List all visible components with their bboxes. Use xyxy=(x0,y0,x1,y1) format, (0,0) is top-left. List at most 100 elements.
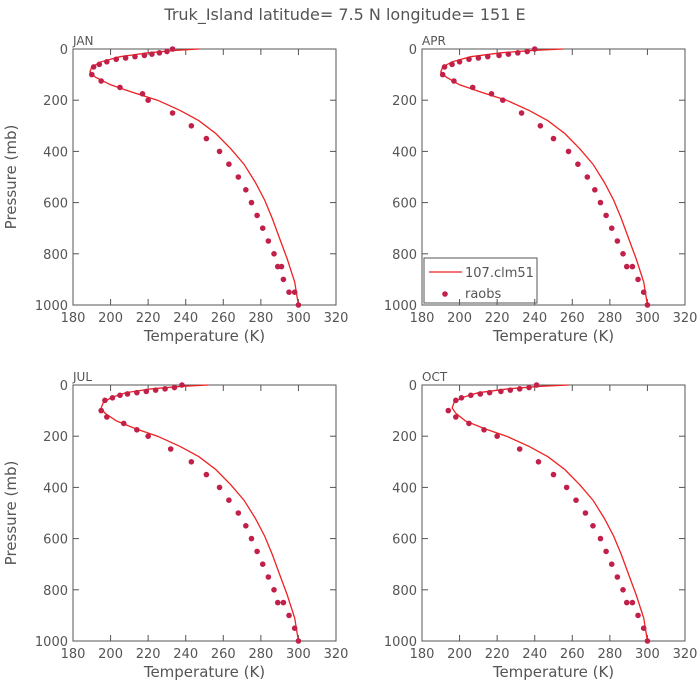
y-tick-label: 1000 xyxy=(384,635,417,650)
raobs-point xyxy=(88,71,95,78)
legend-entry-model: 107.clm51 xyxy=(465,266,534,281)
raobs-point xyxy=(167,446,174,452)
y-axis-label: Pressure (mb) xyxy=(2,461,20,566)
raobs-point xyxy=(164,48,170,55)
raobs-point xyxy=(644,638,651,644)
raobs-point xyxy=(488,91,495,97)
raobs-point xyxy=(603,548,609,555)
raobs-point xyxy=(623,263,630,270)
raobs-point xyxy=(104,414,110,420)
raobs-point xyxy=(620,587,626,593)
panel-apr: APR Temperature (K) 107.clm51 raobs 180 2… xyxy=(384,34,698,345)
raobs-point xyxy=(614,574,621,580)
raobs-point xyxy=(644,302,651,308)
raobs-point xyxy=(516,446,523,452)
y-tick-label: 200 xyxy=(392,430,417,445)
raobs-point xyxy=(439,71,446,78)
y-tick-label: 200 xyxy=(43,430,68,445)
raobs-point xyxy=(169,110,176,116)
raobs-point xyxy=(531,46,538,52)
raobs-point xyxy=(484,53,491,60)
x-tick-label: 240 xyxy=(522,311,547,326)
x-tick-label: 260 xyxy=(211,647,236,662)
raobs-point xyxy=(498,388,504,395)
raobs-point xyxy=(188,123,195,129)
raobs-point xyxy=(635,276,641,283)
raobs-point xyxy=(295,302,302,308)
x-tick-label: 200 xyxy=(447,647,472,662)
x-tick-label: 200 xyxy=(98,647,123,662)
raobs-point xyxy=(104,59,110,65)
x-tick-label: 280 xyxy=(597,311,622,326)
raobs-point xyxy=(265,238,272,244)
raobs-point xyxy=(518,110,525,116)
raobs-point xyxy=(550,135,557,142)
x-tick-label: 280 xyxy=(597,647,622,662)
raobs-point xyxy=(259,561,266,567)
plot-frame xyxy=(421,384,686,642)
y-tick-label: 400 xyxy=(43,481,68,496)
x-tick-label: 200 xyxy=(98,311,123,326)
raobs-point xyxy=(117,84,123,91)
raobs-point xyxy=(96,61,103,68)
y-tick-label: 0 xyxy=(409,379,417,394)
legend-entry-raobs: raobs xyxy=(465,287,502,302)
raobs-point xyxy=(629,599,636,606)
raobs-point xyxy=(441,64,448,70)
x-axis-label: Temperature (K) xyxy=(492,663,614,681)
raobs-point xyxy=(466,56,472,63)
raobs-point xyxy=(145,433,151,440)
raobs-point xyxy=(179,382,185,388)
y-tick-label: 400 xyxy=(392,145,417,160)
y-tick-label: 400 xyxy=(43,145,68,160)
raobs-point xyxy=(468,392,474,399)
raobs-point xyxy=(445,407,452,414)
y-tick-label: 1000 xyxy=(384,299,417,314)
x-tick-label: 220 xyxy=(485,311,510,326)
raobs-point xyxy=(286,289,292,296)
x-tick-label: 220 xyxy=(136,647,161,662)
raobs-point xyxy=(248,535,255,542)
y-tick-label: 600 xyxy=(392,197,417,212)
panel-label: APR xyxy=(422,34,446,48)
x-tick-label: 180 xyxy=(61,647,86,662)
y-axis-label: Pressure (mb) xyxy=(2,125,20,230)
raobs-point xyxy=(278,263,285,270)
y-tick-label: 800 xyxy=(43,248,68,263)
x-tick-label: 180 xyxy=(410,647,435,662)
x-tick-label: 200 xyxy=(447,311,472,326)
raobs-point xyxy=(235,510,242,516)
raobs-point xyxy=(286,612,292,619)
raobs-point xyxy=(477,391,484,397)
x-tick-label: 300 xyxy=(635,647,660,662)
raobs-point xyxy=(291,625,298,631)
raobs-point xyxy=(592,187,598,193)
x-tick-label: 300 xyxy=(635,311,660,326)
raobs-point xyxy=(102,397,108,404)
raobs-point xyxy=(597,535,604,542)
raobs-point xyxy=(620,251,626,257)
raobs-point xyxy=(98,407,104,414)
raobs-point xyxy=(565,148,572,155)
y-tick-label: 1000 xyxy=(35,635,68,650)
x-tick-label: 280 xyxy=(248,647,273,662)
x-tick-label: 300 xyxy=(286,647,311,662)
panel-label: JUL xyxy=(72,370,92,384)
x-tick-label: 280 xyxy=(248,311,273,326)
raobs-point xyxy=(515,50,521,56)
series-line-107-clm51 xyxy=(451,384,649,642)
panel-jan: JAN Temperature (K) Pressure (mb) 180 200… xyxy=(2,34,348,345)
x-axis-label: Temperature (K) xyxy=(143,327,265,345)
raobs-point xyxy=(265,574,272,580)
raobs-point xyxy=(243,523,249,529)
raobs-point xyxy=(122,55,129,61)
y-tick-label: 800 xyxy=(43,584,68,599)
y-tick-label: 400 xyxy=(392,481,417,496)
raobs-point xyxy=(117,392,123,399)
raobs-point xyxy=(524,48,530,55)
raobs-point xyxy=(537,123,544,129)
raobs-point xyxy=(188,459,195,465)
raobs-point xyxy=(271,587,277,593)
raobs-point xyxy=(575,161,581,167)
